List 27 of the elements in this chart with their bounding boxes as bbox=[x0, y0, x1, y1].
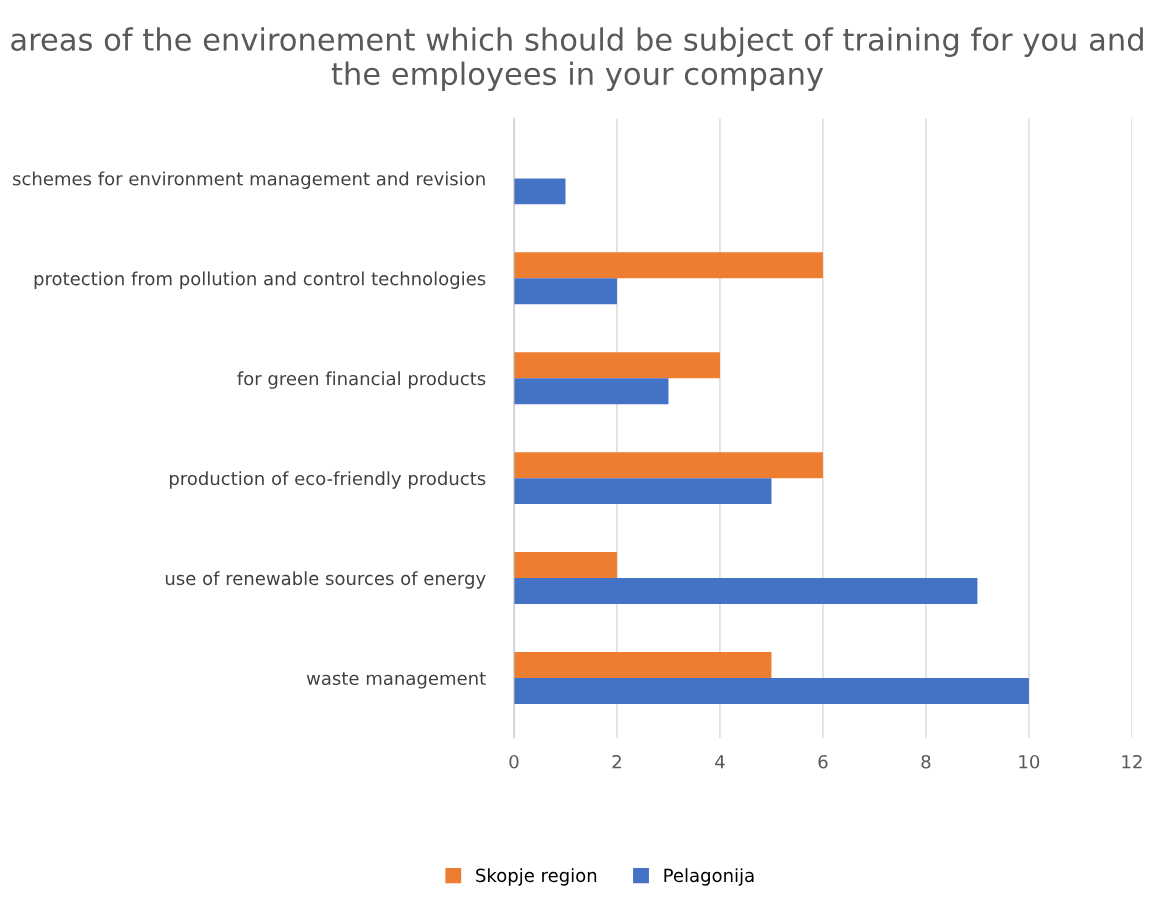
x-tick-label: 8 bbox=[921, 754, 931, 769]
x-tick-label: 6 bbox=[818, 754, 828, 769]
y-tick-label: waste management bbox=[306, 672, 486, 689]
bar bbox=[513, 452, 823, 479]
bar bbox=[513, 552, 617, 579]
x-tick-label: 12 bbox=[1122, 754, 1142, 769]
bar bbox=[513, 378, 669, 405]
legend-label: Skopje region bbox=[476, 868, 597, 886]
x-tick-label: 10 bbox=[1019, 754, 1040, 769]
x-tick-label: 0 bbox=[509, 754, 519, 769]
bar bbox=[513, 178, 566, 205]
y-tick-label: protection from pollution and control technologies bbox=[34, 271, 486, 289]
bar bbox=[513, 651, 772, 678]
bar bbox=[513, 278, 617, 305]
bar bbox=[513, 578, 978, 605]
bar bbox=[513, 677, 1029, 704]
legend-label: Pelagonija bbox=[664, 868, 754, 886]
x-tick-label: 4 bbox=[715, 755, 725, 769]
y-tick-label: use of renewable sources of energy bbox=[165, 571, 486, 589]
bar bbox=[513, 352, 720, 379]
y-tick-label: for green financial products bbox=[237, 371, 486, 389]
x-tick-label: 2 bbox=[612, 754, 621, 769]
bar bbox=[513, 478, 772, 505]
bar bbox=[513, 252, 823, 279]
y-tick-label: production of eco-friendly products bbox=[169, 471, 486, 489]
y-tick-label: schemes for environment management and revision bbox=[13, 171, 485, 189]
chart-title: areas of the environement which should be subject of training for you and the employees in your company bbox=[11, 27, 1143, 92]
